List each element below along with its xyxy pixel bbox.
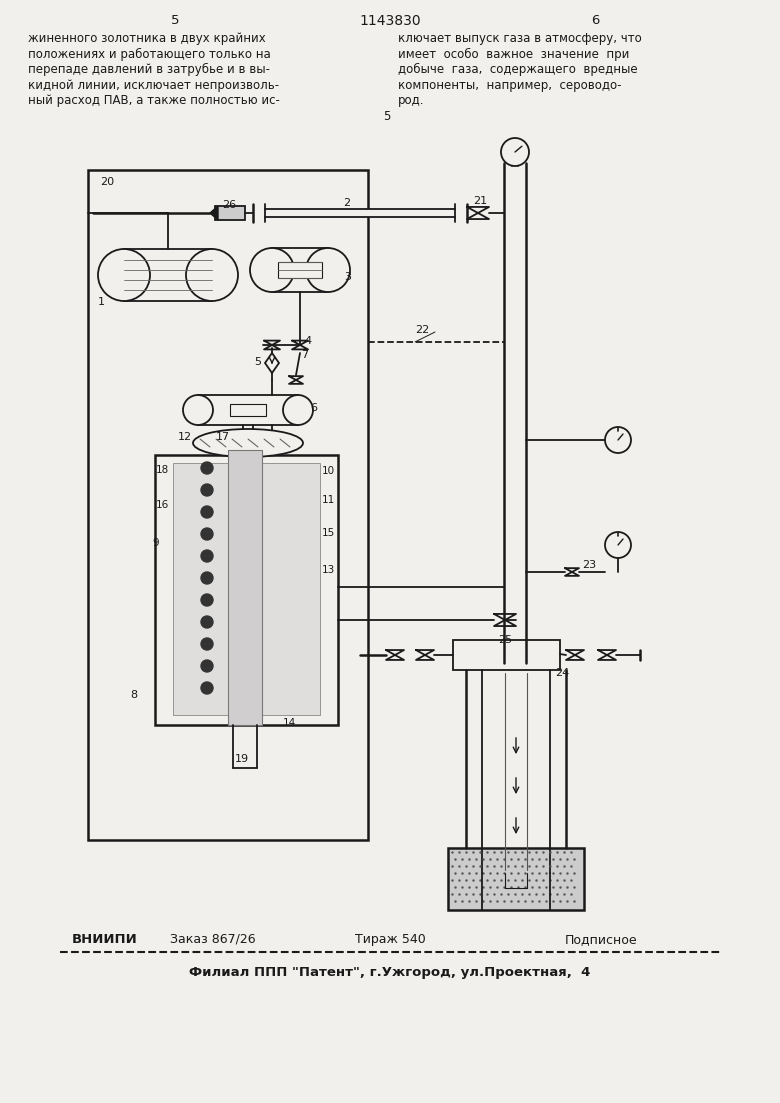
Text: 22: 22 [415, 325, 429, 335]
Text: имеет  особо  важное  значение  при: имеет особо важное значение при [398, 47, 629, 61]
Circle shape [201, 572, 213, 583]
Text: 12: 12 [178, 432, 192, 442]
Text: 3: 3 [344, 272, 351, 282]
Text: 5: 5 [383, 110, 390, 124]
Text: 1: 1 [98, 297, 105, 307]
Text: 6: 6 [310, 403, 317, 413]
Text: ключает выпуск газа в атмосферу, что: ключает выпуск газа в атмосферу, что [398, 32, 642, 45]
Text: Подписное: Подписное [565, 933, 637, 946]
Text: 1143830: 1143830 [359, 14, 421, 28]
Text: 6: 6 [590, 14, 599, 26]
Circle shape [201, 638, 213, 650]
Ellipse shape [193, 429, 303, 457]
Bar [173, 463, 320, 715]
Ellipse shape [605, 427, 631, 453]
Ellipse shape [183, 395, 213, 425]
Bar [228, 450, 262, 725]
Circle shape [201, 506, 213, 518]
Text: 5: 5 [254, 357, 261, 367]
Text: жиненного золотника в двух крайних: жиненного золотника в двух крайних [28, 32, 266, 45]
Ellipse shape [250, 248, 294, 292]
Circle shape [201, 550, 213, 563]
Text: 23: 23 [582, 560, 596, 570]
Ellipse shape [605, 532, 631, 558]
Text: добыче  газа,  содержащего  вредные: добыче газа, содержащего вредные [398, 63, 637, 76]
Text: 17: 17 [216, 432, 230, 442]
Ellipse shape [186, 249, 238, 301]
Ellipse shape [283, 395, 313, 425]
Text: 11: 11 [322, 495, 335, 505]
Circle shape [201, 462, 213, 474]
Text: 21: 21 [473, 196, 488, 206]
Bar [88, 170, 368, 840]
Circle shape [201, 595, 213, 606]
Bar [272, 248, 328, 292]
Text: 10: 10 [322, 465, 335, 476]
Text: ный расход ПАВ, а также полностью ис-: ный расход ПАВ, а также полностью ис- [28, 94, 280, 107]
Text: Тираж 540: Тираж 540 [355, 933, 425, 946]
Bar [453, 640, 560, 670]
Circle shape [201, 615, 213, 628]
Bar [278, 263, 322, 278]
Text: 8: 8 [130, 690, 137, 700]
Bar [198, 395, 298, 425]
Bar [448, 848, 584, 910]
Text: 24: 24 [555, 668, 569, 678]
Text: 18: 18 [156, 465, 169, 475]
Text: положениях и работающего только на: положениях и работающего только на [28, 47, 271, 61]
Text: 26: 26 [222, 200, 236, 210]
Circle shape [201, 682, 213, 694]
Text: 15: 15 [322, 528, 335, 538]
Text: 9: 9 [152, 538, 158, 548]
Text: 20: 20 [100, 176, 114, 188]
Polygon shape [265, 353, 279, 373]
Ellipse shape [98, 249, 150, 301]
Text: 19: 19 [235, 754, 249, 764]
Ellipse shape [306, 248, 350, 292]
Text: Филиал ППП "Патент", г.Ужгород, ул.Проектная,  4: Филиал ППП "Патент", г.Ужгород, ул.Проек… [190, 966, 590, 979]
Text: 2: 2 [343, 199, 350, 208]
Text: компоненты,  например,  сероводо-: компоненты, например, сероводо- [398, 78, 622, 92]
Text: ВНИИПИ: ВНИИПИ [72, 933, 138, 946]
Bar [215, 206, 245, 219]
Text: 5: 5 [171, 14, 179, 26]
Text: 13: 13 [322, 565, 335, 575]
Bar [124, 249, 212, 301]
Circle shape [201, 528, 213, 540]
Bar [155, 456, 338, 725]
Circle shape [201, 484, 213, 496]
Circle shape [201, 660, 213, 672]
Polygon shape [210, 206, 218, 219]
Text: род.: род. [398, 94, 424, 107]
Text: 7: 7 [301, 350, 308, 360]
Bar [265, 208, 455, 217]
Text: Заказ 867/26: Заказ 867/26 [170, 933, 256, 946]
Text: 25: 25 [498, 635, 512, 645]
Bar [230, 404, 266, 416]
Ellipse shape [501, 138, 529, 165]
Text: перепаде давлений в затрубье и в вы-: перепаде давлений в затрубье и в вы- [28, 63, 270, 76]
Text: 14: 14 [283, 718, 296, 728]
Text: 4: 4 [304, 336, 311, 346]
Text: 16: 16 [156, 500, 169, 510]
Text: кидной линии, исключает непроизволь-: кидной линии, исключает непроизволь- [28, 78, 279, 92]
